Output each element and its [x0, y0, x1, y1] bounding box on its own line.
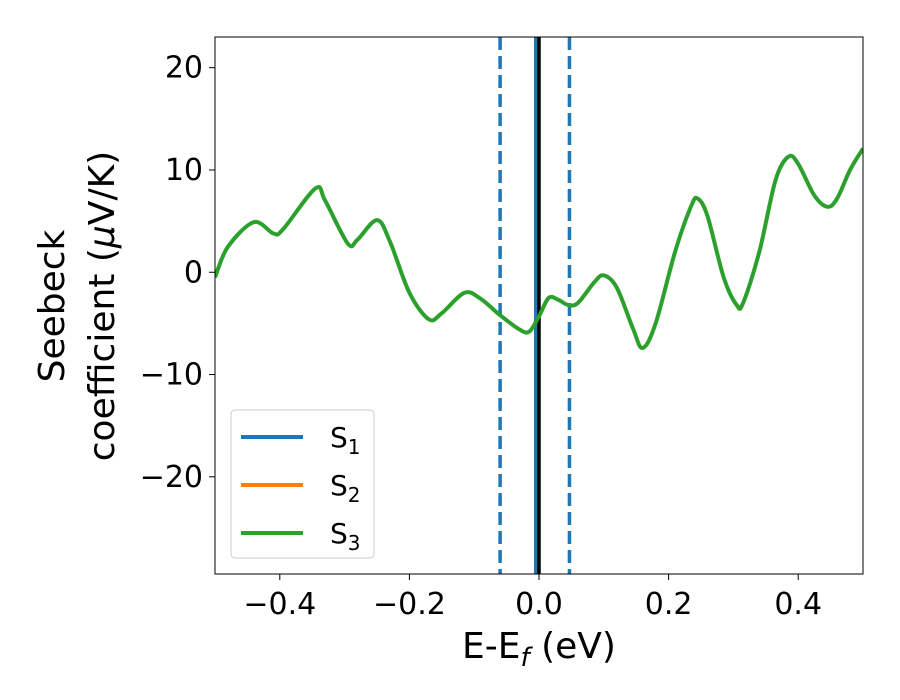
series-lines	[215, 147, 863, 350]
legend-label-s3: S3	[330, 517, 361, 555]
y-axis-label-line2: coefficient (μV/K)	[82, 151, 123, 461]
y-tick-label: −10	[140, 358, 203, 393]
x-tick-label: 0.0	[515, 587, 563, 622]
x-tick-label: 0.2	[645, 587, 693, 622]
x-tick-label: −0.4	[243, 587, 316, 622]
x-axis-ticks: −0.4 −0.2 0.0 0.2 0.4	[243, 574, 822, 622]
y-axis-label-line1: Seebeck	[32, 229, 73, 382]
y-tick-label: −20	[140, 460, 203, 495]
series-line-s3	[215, 147, 863, 350]
y-axis-label-mu: μ	[82, 225, 123, 249]
legend-label-s1: S1	[330, 421, 361, 459]
y-tick-label: 10	[165, 153, 203, 188]
y-axis-label-line2-text: coefficient (	[82, 248, 123, 461]
x-axis-label: E-Ef (eV)	[462, 626, 616, 673]
y-axis-ticks: −20 −10 0 10 20	[140, 51, 215, 495]
legend: S1 S2 S3	[230, 409, 375, 559]
y-axis-label: Seebeck coefficient (μV/K)	[32, 151, 123, 461]
legend-label-s2: S2	[330, 469, 361, 507]
x-axis-label-suffix: (eV)	[530, 626, 616, 667]
x-tick-label: 0.4	[774, 587, 822, 622]
y-tick-label: 20	[165, 51, 203, 86]
legend-entries: S1 S2 S3	[241, 421, 361, 555]
y-axis-label-line2-suffix: V/K)	[82, 151, 123, 225]
vertical-reference-lines	[498, 37, 572, 574]
x-axis-label-main: E-E	[462, 626, 520, 667]
x-tick-label: −0.2	[373, 587, 446, 622]
y-tick-label: 0	[184, 255, 203, 290]
